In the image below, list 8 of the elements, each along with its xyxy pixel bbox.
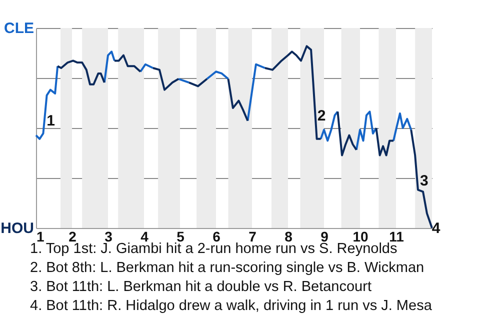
text: HOU <box>0 220 34 237</box>
annotation: 3 <box>420 172 428 190</box>
text: CLE <box>4 20 34 37</box>
text: 3. Bot 11th: L. Berkman hit a double vs R. Betancourt <box>30 278 372 297</box>
text: 2. Bot 8th: L. Berkman hit a run-scoring single vs B. Wickman <box>30 259 426 278</box>
annotation: 2 <box>317 107 326 124</box>
annotation: 1 <box>46 112 55 130</box>
text: 4. Bot 11th: R. Hidalgo drew a walk, driving in 1 run vs J. Mesa <box>30 297 432 316</box>
